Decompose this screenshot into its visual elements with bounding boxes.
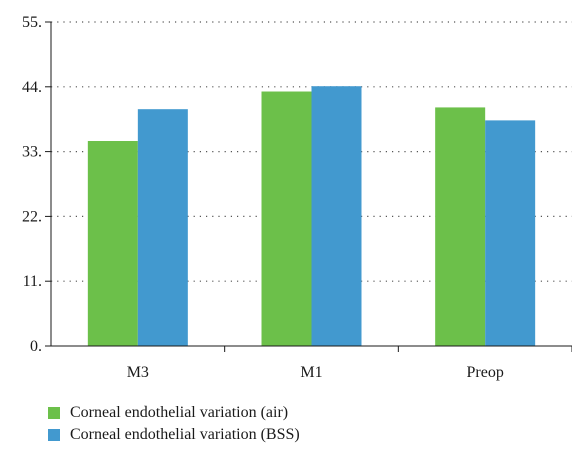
y-tick-label: 11. — [23, 273, 42, 290]
legend-label-air: Corneal endothelial variation (air) — [70, 404, 289, 421]
axes — [45, 21, 572, 352]
bar-preop-series-1 — [485, 120, 536, 347]
bar-m3-series-0 — [87, 140, 138, 346]
bar-m1-series-0 — [261, 91, 312, 346]
legend-item-bss: Corneal endothelial variation (BSS) — [48, 424, 300, 446]
x-tick-label: M1 — [300, 364, 322, 381]
y-tick-labels: 0. 11. 22. 33. 44. 55. — [22, 14, 42, 355]
bar-m1-series-1 — [311, 86, 362, 346]
bar-preop-series-0 — [435, 107, 486, 346]
legend-item-air: Corneal endothelial variation (air) — [48, 402, 300, 424]
y-tick-label: 33. — [22, 144, 42, 161]
y-tick-label: 44. — [22, 79, 42, 96]
legend-label-bss: Corneal endothelial variation (BSS) — [70, 426, 300, 443]
bars — [87, 86, 536, 347]
y-tick-label: 55. — [22, 14, 42, 31]
legend: Corneal endothelial variation (air) Corn… — [48, 402, 300, 446]
x-tick-labels: M3 M1 Preop — [127, 364, 504, 381]
legend-swatch-air — [48, 407, 60, 419]
y-tick-label: 22. — [22, 208, 42, 225]
y-tick-label: 0. — [30, 338, 42, 355]
x-tick-label: M3 — [127, 364, 149, 381]
bar-m3-series-1 — [137, 109, 188, 346]
x-tick-label: Preop — [467, 364, 504, 381]
legend-swatch-bss — [48, 429, 60, 441]
